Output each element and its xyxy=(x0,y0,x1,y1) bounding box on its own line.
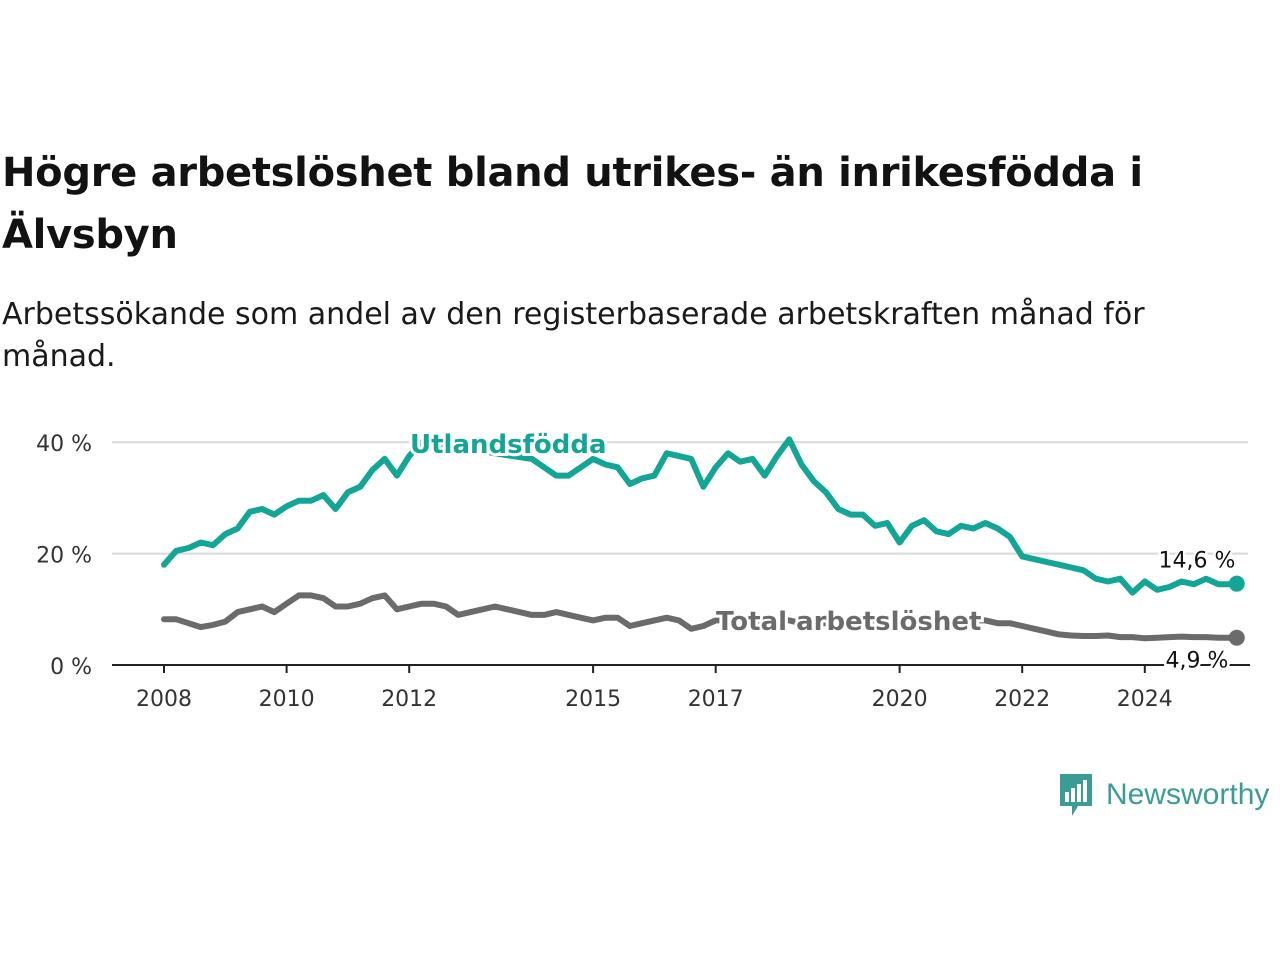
brand-name: Newsworthy xyxy=(1106,778,1270,811)
x-tick-label: 2017 xyxy=(688,687,744,712)
grid-lines xyxy=(112,441,1248,555)
series-end-value-label-utlandsf-dda: 14,6 % xyxy=(1159,549,1236,574)
series-line-total-arbetsl-shet xyxy=(161,592,1240,642)
chart-subtitle: Arbetssökande som andel av den registerb… xyxy=(2,297,1145,374)
x-axis: 2008 2010 2012 2015 2017 2020 2022 2024 xyxy=(112,664,1250,712)
x-tick-label: 2022 xyxy=(994,687,1050,712)
series-line-utlandsf-dda xyxy=(161,436,1240,596)
newsworthy-logo: Newsworthy xyxy=(1058,772,1269,818)
x-tick-label: 2010 xyxy=(259,687,315,712)
chart-title: Högre arbetslöshet bland utrikes- än inr… xyxy=(2,150,1143,258)
x-tick-label: 2015 xyxy=(565,687,621,712)
series-name-label-utlandsf-dda: Utlandsfödda xyxy=(410,430,607,460)
y-axis-tick-labels: 0 % 20 % 40 % xyxy=(36,432,92,680)
x-tick-label: 2020 xyxy=(872,687,928,712)
y-tick-label: 40 % xyxy=(36,432,92,457)
series-name-label-total-arbetsl-shet: Total arbetslöshet xyxy=(716,607,981,637)
bar-chart-speech-bubble-icon xyxy=(1060,774,1092,816)
series-labels: Utlandsfödda 14,6 % Total arbetslöshet 4,9 … xyxy=(407,427,1238,676)
line-chart: 0 % 20 % 40 % 2008 2010 2012 2015 2017 2020 2022… xyxy=(36,427,1250,712)
x-tick-label: 2012 xyxy=(381,687,437,712)
x-tick-label: 2008 xyxy=(136,687,192,712)
y-tick-label: 0 % xyxy=(50,655,92,680)
series-end-point-total-arbetsl-shet xyxy=(1228,629,1245,646)
series-end-point-utlandsf-dda xyxy=(1228,575,1245,592)
series-end-value-label-total-arbetsl-shet: 4,9 % xyxy=(1166,649,1229,674)
x-tick-label: 2024 xyxy=(1117,687,1173,712)
series-lines xyxy=(161,436,1245,646)
y-tick-label: 20 % xyxy=(36,544,92,569)
